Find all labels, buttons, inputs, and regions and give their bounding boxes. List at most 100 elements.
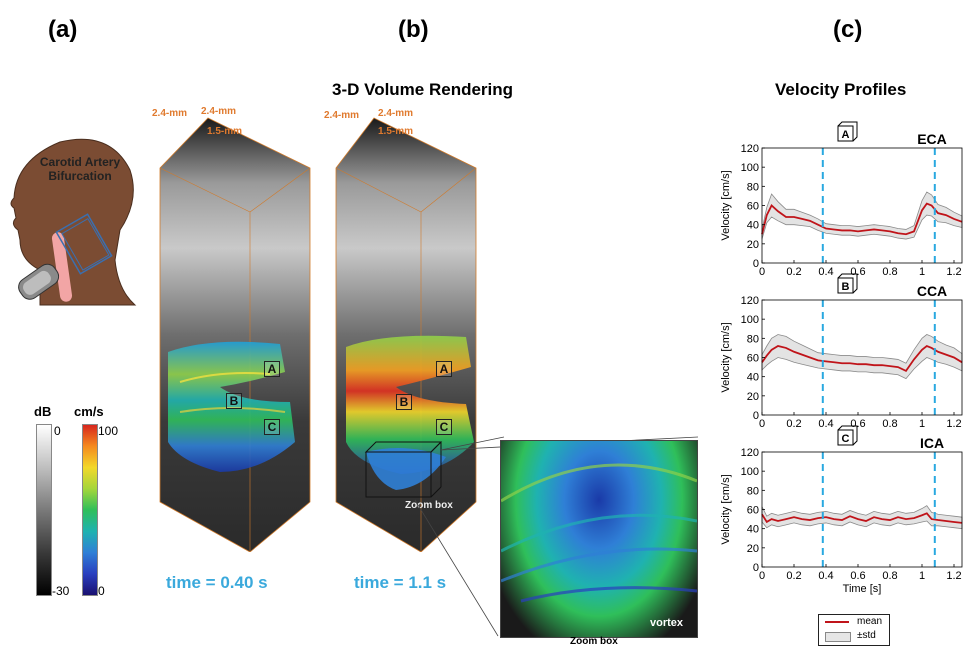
ytick-label-2-3: 60 [747,505,759,517]
xtick-label-2-4: 0.8 [882,570,897,582]
chart-marker-cube-0 [837,121,858,142]
db-colorbar [36,424,52,596]
chart-title-1: CCA [917,283,947,299]
db-colorbar-bottom: -30 [52,584,70,598]
legend-std-label: ±std [857,630,876,641]
mean-line-0 [761,202,963,236]
vol2-marker-c: C [436,419,452,435]
ytick-label-2-0: 0 [753,562,759,574]
mean-line-2 [761,512,963,524]
xtick-label-0-2: 0.4 [818,266,833,278]
panel-label-c: (c) [833,16,863,43]
vol1-dim-x: 2.4-mm [152,108,188,119]
head-label-line1: Carotid Artery [39,155,121,169]
xtick-label-2-0: 0 [759,570,765,582]
std-band-0 [761,191,963,240]
xtick-label-0-6: 1.2 [946,266,961,278]
vol2-dim-x: 2.4-mm [324,110,360,121]
vol1-marker-b: B [226,393,242,409]
ytick-label-1-0: 0 [753,410,759,422]
legend-std-swatch [825,632,851,642]
legend-mean-swatch [825,621,849,623]
xlabel-2: Time [s] [843,583,882,595]
ytick-label-2-5: 100 [741,466,759,478]
time-label-1: time = 0.40 s [166,573,268,592]
ytick-label-2-2: 40 [747,524,759,536]
ytick-label-1-4: 80 [747,333,759,345]
panel-c-title: Velocity Profiles [775,80,907,99]
vol2-marker-a: A [436,361,452,377]
xtick-label-2-1: 0.2 [786,570,801,582]
xtick-label-1-6: 1.2 [946,418,961,430]
vol2-marker-b: B [396,394,412,410]
xtick-label-2-3: 0.6 [850,570,865,582]
panel-label-a: (a) [48,16,78,43]
ytick-label-0-6: 120 [741,143,759,155]
time-label-2: time = 1.1 s [354,573,447,592]
ytick-label-1-6: 120 [741,295,759,307]
chart-marker-box-0 [837,125,854,142]
ytick-label-1-1: 20 [747,391,759,403]
ytick-label-1-5: 100 [741,314,759,326]
chart-marker-label-1: B [842,281,850,293]
chart-marker-cube-1 [837,273,858,294]
ytick-label-0-0: 0 [753,258,759,270]
xtick-label-0-5: 1 [919,266,925,278]
vel-colorbar-bottom: 0 [98,584,105,598]
chart-marker-cube-2 [837,425,858,446]
xtick-label-1-5: 1 [919,418,925,430]
volume-rendering-1 [150,112,320,553]
std-band-1 [761,334,963,380]
xtick-label-2-6: 1.2 [946,570,961,582]
zoom-box-label: Zoom box [405,500,453,511]
head-label: Carotid Artery Bifurcation [20,155,140,183]
db-colorbar-top: 0 [54,424,61,438]
vortex-label: vortex [650,617,684,629]
xtick-label-0-4: 0.8 [882,266,897,278]
xtick-label-1-3: 0.6 [850,418,865,430]
vol1-dim-y: 2.4-mm [201,106,237,117]
head-label-line2: Bifurcation [48,169,112,183]
legend-mean-label: mean [857,616,883,627]
chart-title-0: ECA [917,131,947,147]
ylabel-1: Velocity [cm/s] [720,322,732,392]
xtick-label-2-5: 1 [919,570,925,582]
ytick-label-2-1: 20 [747,543,759,555]
ytick-label-0-2: 40 [747,220,759,232]
xtick-label-1-1: 0.2 [786,418,801,430]
vol2-dim-y: 2.4-mm [378,108,414,119]
vel-colorbar-top: 100 [98,424,119,438]
ytick-label-0-1: 20 [747,239,759,251]
ytick-label-2-4: 80 [747,485,759,497]
ylabel-0: Velocity [cm/s] [720,170,732,240]
plot-frame-2 [761,451,963,568]
ytick-label-0-3: 60 [747,201,759,213]
ytick-label-1-2: 40 [747,372,759,384]
vol1-dim-z: 1.5-mm [207,126,243,137]
legend: mean ±std [818,614,890,646]
vel-colorbar-title: cm/s [74,404,104,419]
xtick-label-0-3: 0.6 [850,266,865,278]
xtick-label-1-0: 0 [759,418,765,430]
ytick-label-1-3: 60 [747,353,759,365]
vol1-marker-c: C [264,419,280,435]
ytick-label-2-6: 120 [741,447,759,459]
vol2-dim-z: 1.5-mm [378,126,414,137]
chart-marker-box-1 [837,277,854,294]
ytick-label-0-5: 100 [741,162,759,174]
volume-rendering-2 [326,112,496,553]
panel-b-title: 3-D Volume Rendering [332,80,514,99]
vel-colorbar [82,424,98,596]
zoom-inset [500,440,698,638]
chart-title-2: ICA [920,435,944,451]
xtick-label-2-2: 0.4 [818,570,833,582]
xtick-label-1-2: 0.4 [818,418,833,430]
chart-marker-box-2 [837,429,854,446]
mean-line-1 [761,344,963,373]
head-illustration [0,120,150,320]
ytick-label-0-4: 80 [747,181,759,193]
xtick-label-0-1: 0.2 [786,266,801,278]
panel-label-b: (b) [398,16,429,43]
xtick-label-0-0: 0 [759,266,765,278]
